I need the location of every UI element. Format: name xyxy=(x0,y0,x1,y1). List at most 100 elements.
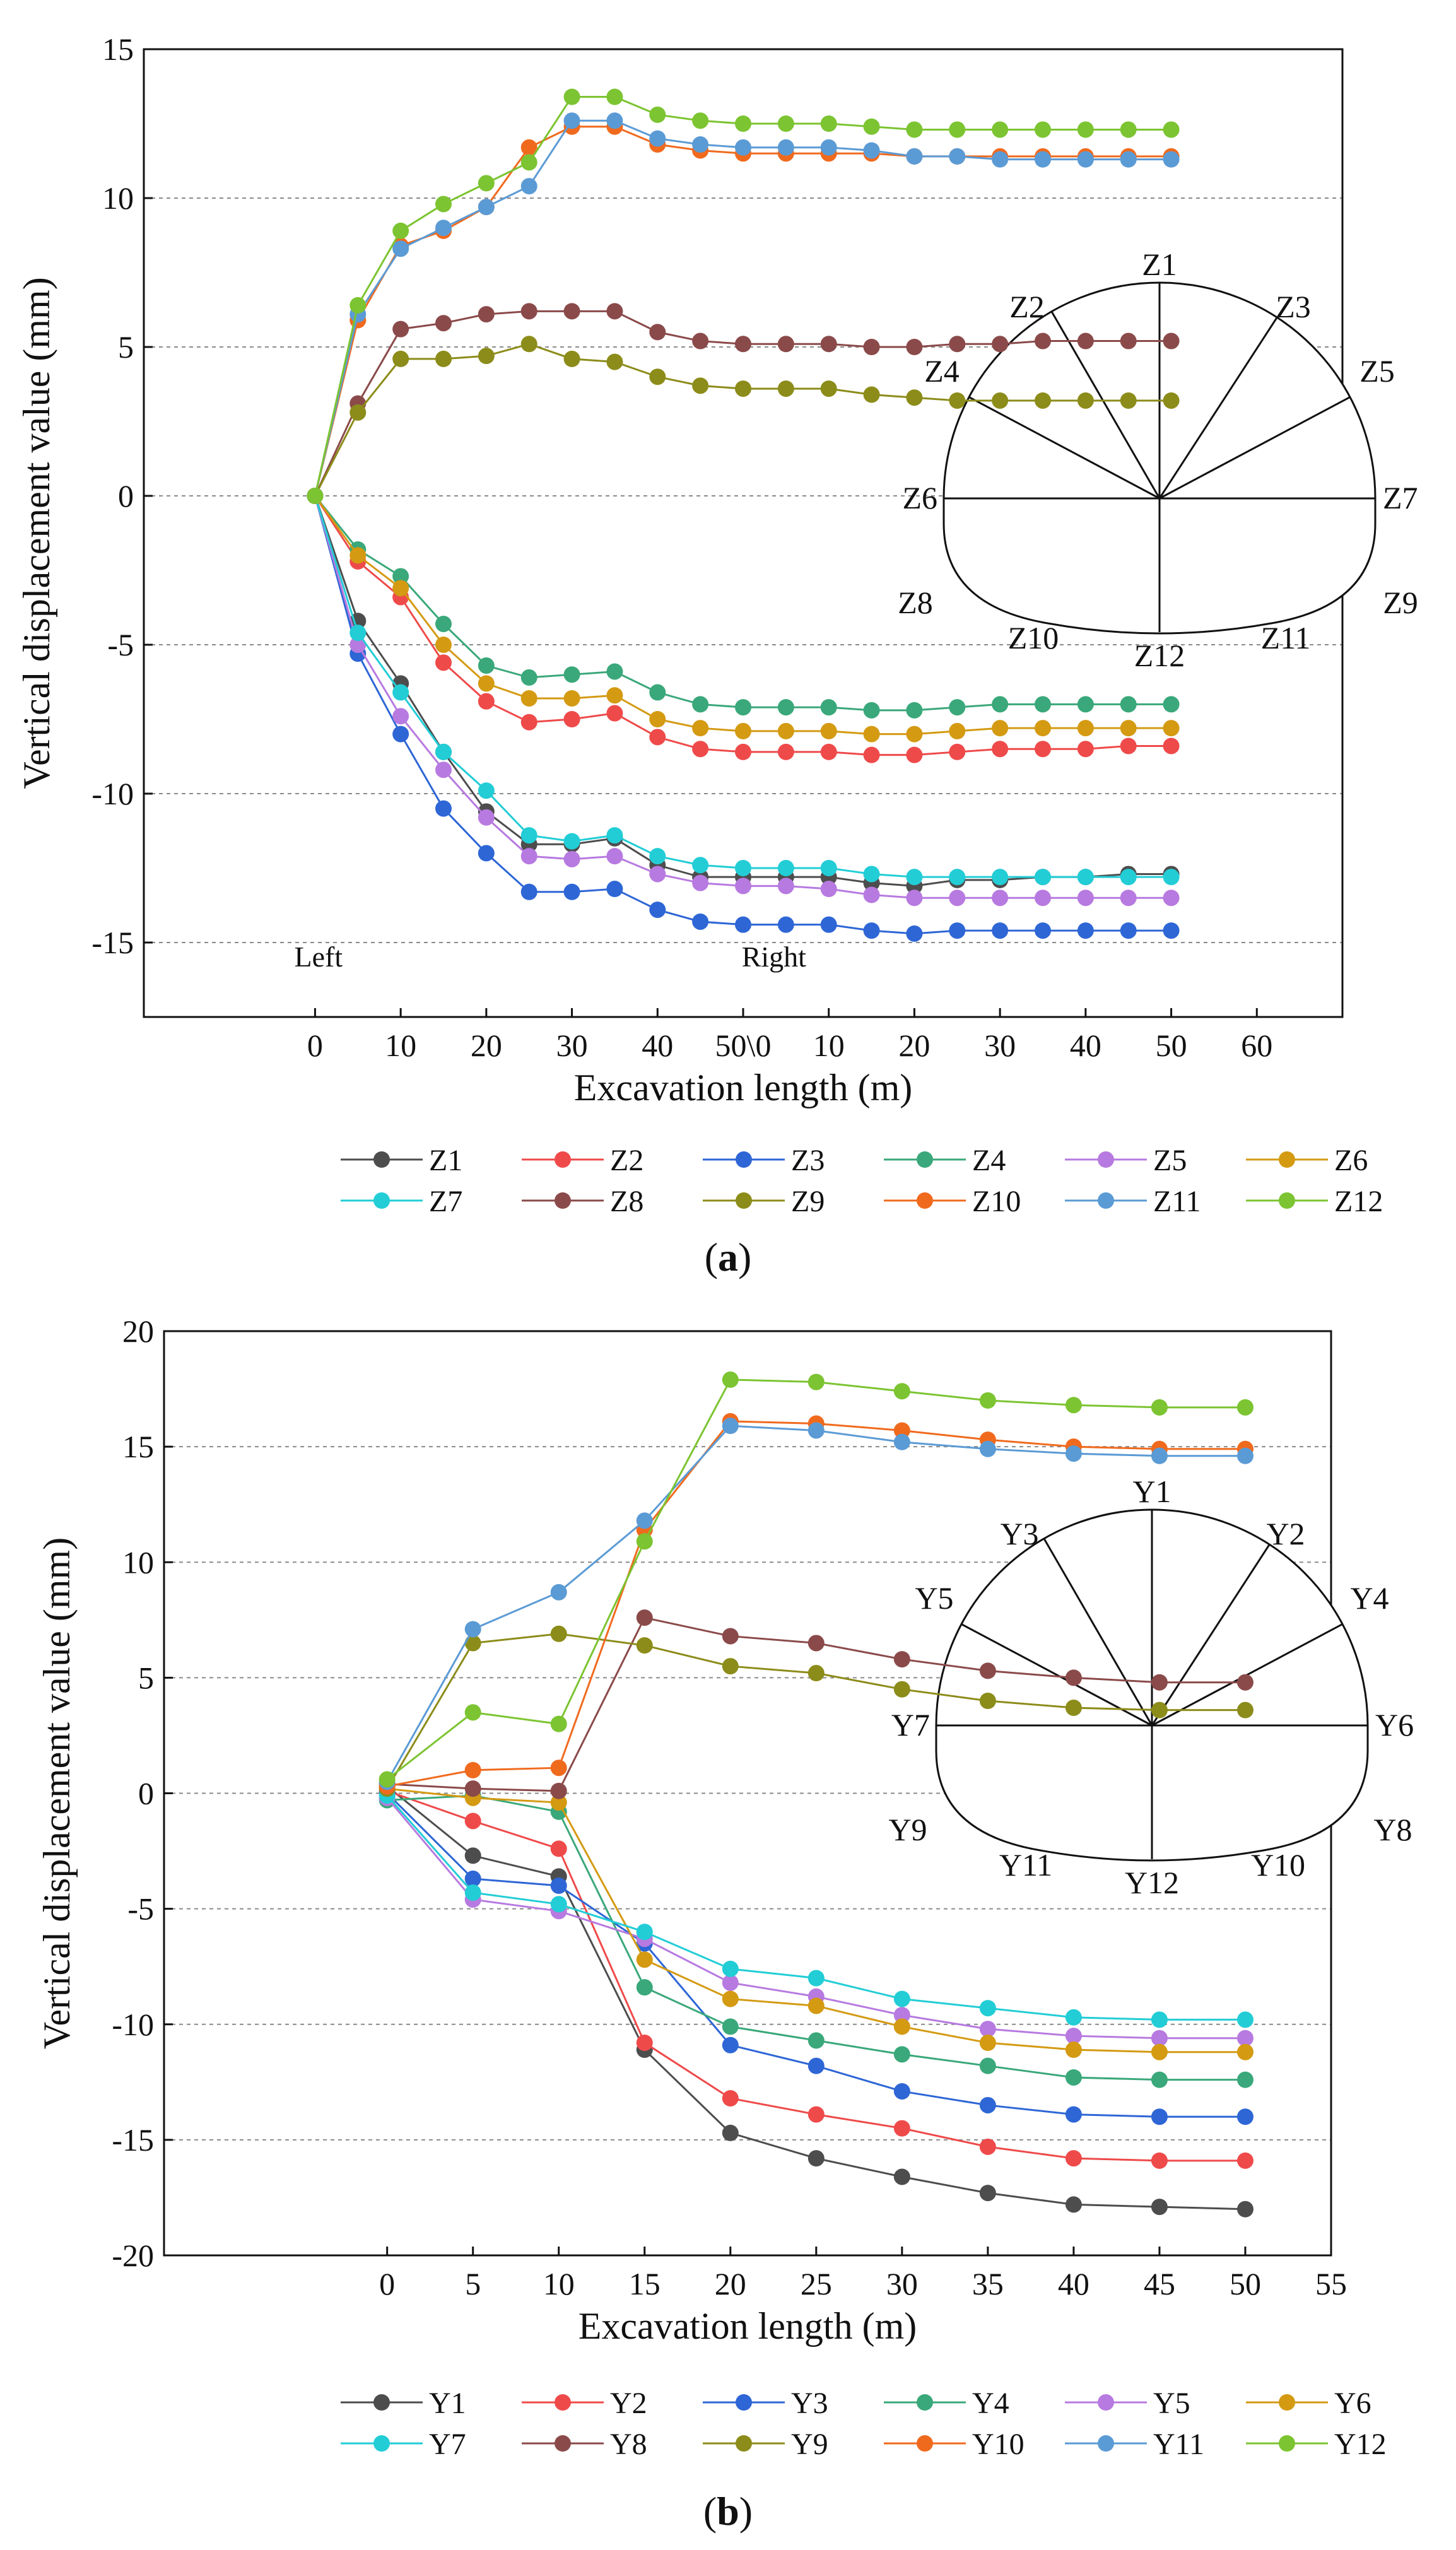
inset-label-y4: Y4 xyxy=(1350,1580,1388,1616)
tunnel-radial-line xyxy=(1158,317,1278,499)
legend-item-z9: Z9 xyxy=(703,1185,825,1218)
data-point xyxy=(520,139,537,156)
data-point xyxy=(1077,332,1094,350)
series-z12 xyxy=(307,88,1180,504)
data-point xyxy=(1163,869,1180,886)
data-point xyxy=(1236,2200,1253,2218)
y-axis-title: Vertical displacement value (mm) xyxy=(16,277,57,789)
x-tick-label: 50 xyxy=(1156,1028,1187,1063)
data-point xyxy=(863,726,880,743)
data-point xyxy=(1065,2009,1082,2026)
data-point xyxy=(906,121,923,138)
data-point xyxy=(1120,121,1137,138)
x-axis-title: Excavation length (m) xyxy=(578,2305,917,2347)
data-point xyxy=(435,350,452,367)
data-point xyxy=(563,666,580,683)
x-tick-label: 20 xyxy=(715,2266,746,2301)
data-point xyxy=(1077,720,1094,737)
data-point xyxy=(1151,2108,1168,2125)
data-point xyxy=(550,1840,567,1857)
legend-label: Z6 xyxy=(1334,1144,1368,1177)
x-tick-label: 20 xyxy=(898,1028,930,1063)
data-point xyxy=(735,380,751,397)
inset-label-y6: Y6 xyxy=(1375,1707,1414,1742)
data-point xyxy=(992,151,1009,168)
data-point xyxy=(992,392,1009,409)
data-point xyxy=(1236,2043,1253,2060)
legend-label: Z10 xyxy=(972,1185,1021,1218)
data-point xyxy=(606,663,623,680)
legend-label: Z4 xyxy=(972,1144,1006,1177)
legend-marker xyxy=(917,1151,933,1168)
inset-label-y10: Y10 xyxy=(1251,1847,1305,1883)
legend-label: Y2 xyxy=(610,2387,647,2420)
data-point xyxy=(1151,1447,1168,1464)
data-point xyxy=(550,1877,567,1894)
legend-item-z1: Z1 xyxy=(341,1144,462,1177)
tunnel-radial-line xyxy=(1043,1538,1153,1726)
data-point xyxy=(520,690,537,707)
data-point xyxy=(1065,2042,1082,2059)
data-point xyxy=(807,1373,825,1390)
data-point xyxy=(1163,121,1180,138)
data-point xyxy=(820,380,837,397)
data-point xyxy=(979,1392,996,1409)
x-tick-label: 0 xyxy=(307,1028,323,1063)
data-point xyxy=(777,878,794,895)
legend-marker xyxy=(1098,2394,1114,2411)
data-point xyxy=(722,1628,739,1645)
legend-item-y7: Y7 xyxy=(341,2428,466,2461)
data-point xyxy=(1035,741,1051,758)
x-tick-label: 50 xyxy=(1230,2266,1261,2301)
data-point xyxy=(1120,151,1137,168)
data-point xyxy=(1065,1397,1082,1414)
x-tick-label: 40 xyxy=(1058,2266,1089,2301)
data-point xyxy=(1151,2011,1168,2028)
inset-label-y5: Y5 xyxy=(915,1580,953,1616)
data-point xyxy=(735,860,751,876)
data-point xyxy=(1151,1701,1168,1719)
data-point xyxy=(807,1635,825,1652)
data-point xyxy=(820,743,837,760)
data-point xyxy=(722,2124,739,2141)
legend-label: Y8 xyxy=(610,2428,647,2461)
data-point xyxy=(520,848,537,865)
y-tick-label: 5 xyxy=(118,329,134,365)
legend-label: Z8 xyxy=(610,1185,643,1218)
data-point xyxy=(1035,720,1051,737)
x-tick-label: 0 xyxy=(379,2266,395,2301)
data-point xyxy=(893,1422,910,1439)
inset-label-y11: Y11 xyxy=(999,1847,1052,1883)
legend-label: Y10 xyxy=(972,2428,1024,2461)
data-point xyxy=(906,702,923,719)
data-point xyxy=(722,1974,739,1991)
inset-label-z10: Z10 xyxy=(1008,620,1059,655)
legend-item-z2: Z2 xyxy=(522,1144,643,1177)
data-point xyxy=(349,625,367,642)
data-point xyxy=(722,1418,739,1435)
data-point xyxy=(1065,2196,1082,2213)
data-point xyxy=(777,722,794,739)
data-point xyxy=(392,320,409,338)
x-tick-label: 60 xyxy=(1241,1028,1272,1063)
data-point xyxy=(906,890,923,907)
legend-marker xyxy=(917,2394,933,2411)
data-point xyxy=(1236,1701,1253,1719)
data-point xyxy=(478,199,495,216)
data-point xyxy=(1163,890,1180,907)
data-point xyxy=(606,881,623,898)
legend-label: Z9 xyxy=(791,1185,825,1218)
x-tick-label: 15 xyxy=(629,2266,660,2301)
data-point xyxy=(606,705,623,722)
data-point xyxy=(606,303,623,320)
data-point xyxy=(1035,922,1051,939)
legend-marker xyxy=(555,1192,571,1209)
data-point xyxy=(722,1371,739,1388)
data-point xyxy=(906,869,923,886)
data-point xyxy=(1163,696,1180,713)
data-point xyxy=(949,121,966,138)
data-point xyxy=(435,743,452,760)
x-tick-label: 40 xyxy=(1070,1028,1101,1063)
data-point xyxy=(1163,922,1180,939)
y-tick-label: 15 xyxy=(122,1429,154,1464)
